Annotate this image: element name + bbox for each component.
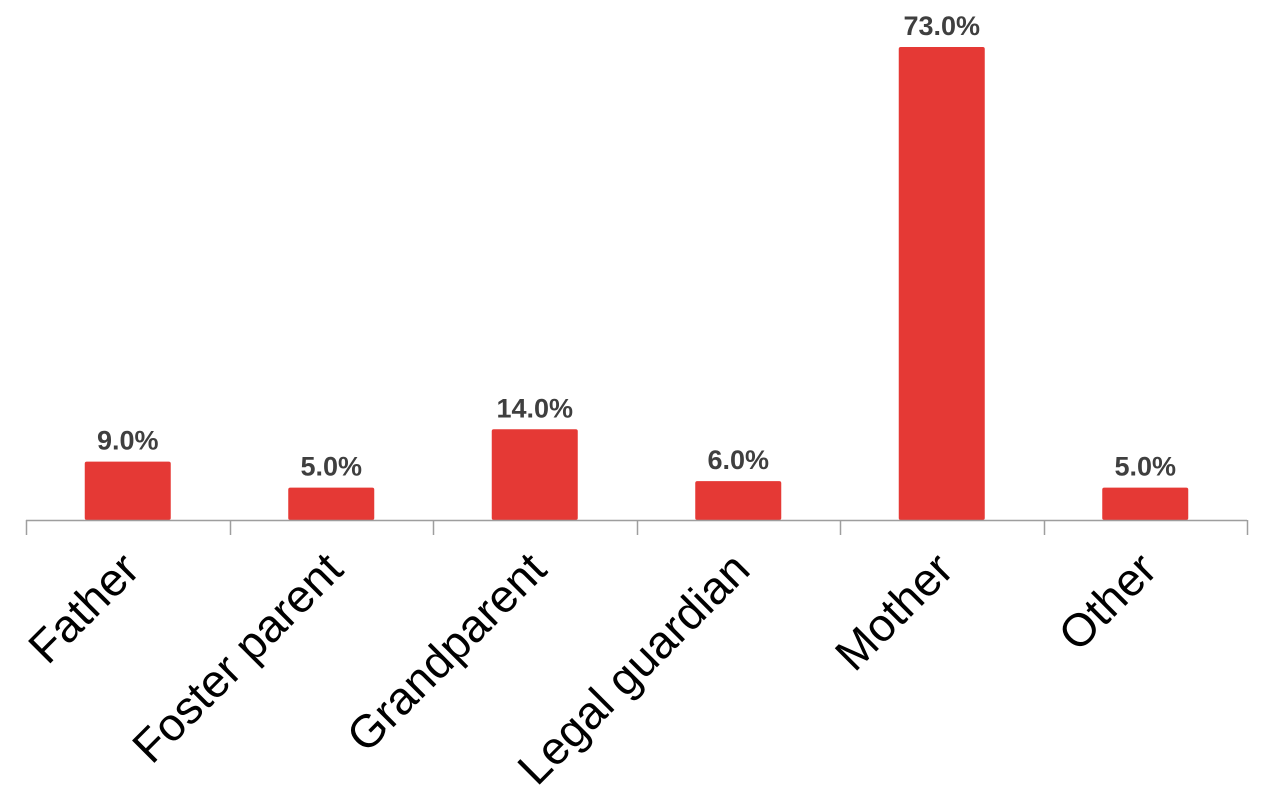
bar-grandparent [491,429,578,520]
category-label-mother: Mother [825,542,963,680]
category-label-foster-parent: Foster parent [122,542,352,772]
data-label-father: 9.0% [97,426,159,456]
bar-foster-parent [288,487,375,520]
category-label-grandparent: Grandparent [336,542,556,762]
bar-legal-guardian [695,481,782,520]
data-label-foster-parent: 5.0% [300,452,362,482]
data-label-legal-guardian: 6.0% [707,445,769,475]
category-label-other: Other [1048,542,1166,660]
bar-other [1102,487,1189,520]
bar-mother [898,47,985,520]
data-label-grandparent: 14.0% [496,393,573,423]
data-label-other: 5.0% [1114,452,1176,482]
data-labels-layer: 9.0% 5.0% 14.0% 6.0% 73.0% 5.0% [97,11,1176,482]
data-label-mother: 73.0% [903,11,980,41]
bars-layer [84,47,1189,520]
x-axis [25,519,1249,535]
category-label-father: Father [18,542,149,673]
bar-father [84,461,171,520]
